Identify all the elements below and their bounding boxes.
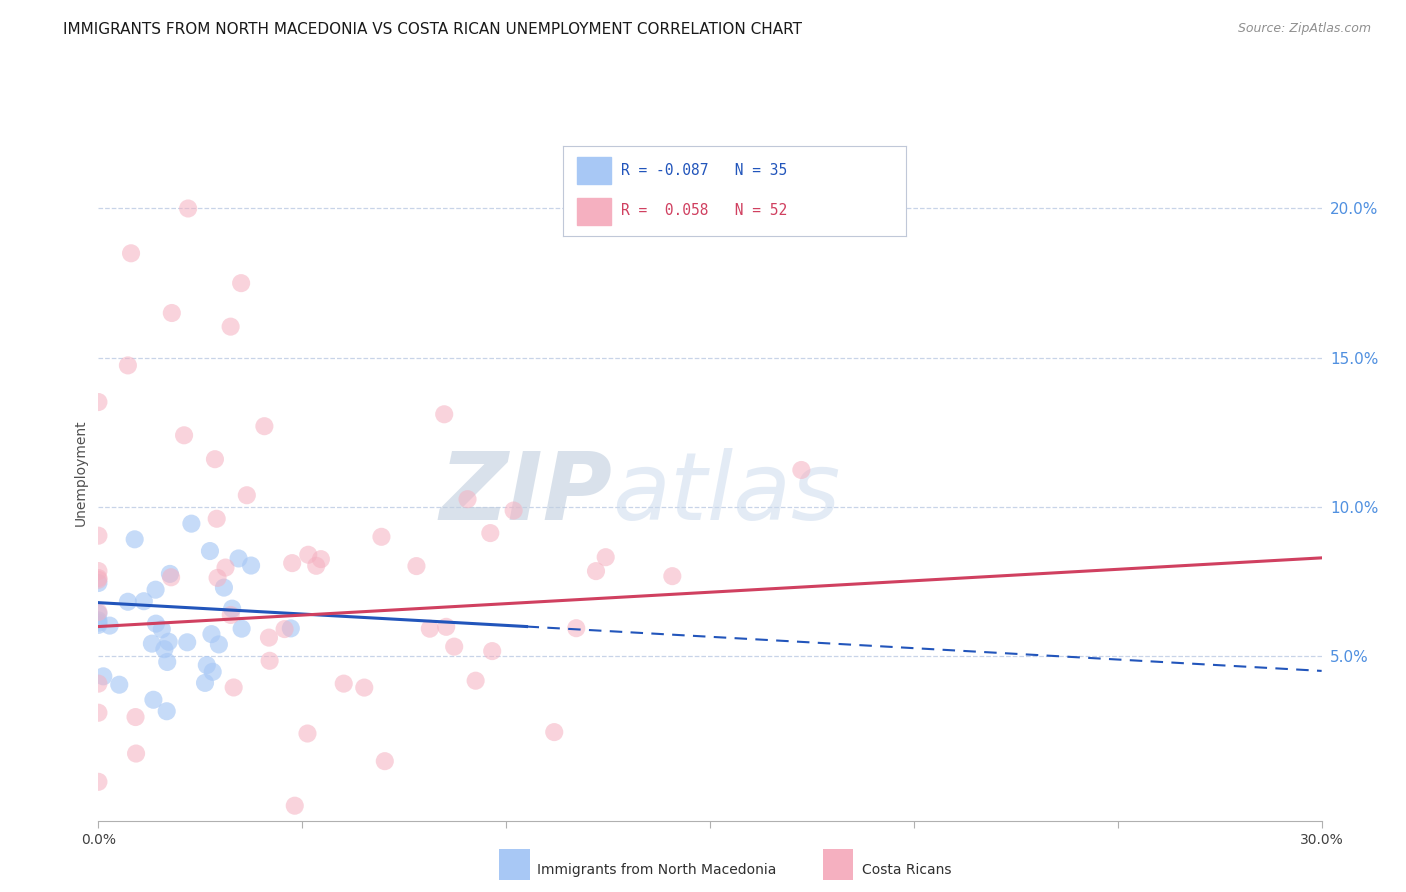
Point: [87, 614, 110, 628]
Point: [200, 627, 222, 641]
Point: [87, 607, 110, 621]
Point: [201, 665, 224, 679]
Text: atlas: atlas: [612, 448, 841, 539]
Point: [153, 642, 176, 657]
Point: [160, 570, 183, 584]
Point: [280, 621, 302, 635]
Point: [353, 681, 375, 695]
Point: [150, 622, 173, 636]
Point: [198, 544, 221, 558]
Point: [585, 564, 607, 578]
Point: [132, 594, 155, 608]
Point: [156, 655, 179, 669]
Point: [177, 202, 200, 216]
Point: [595, 550, 617, 565]
Point: [253, 419, 276, 434]
Point: [661, 569, 683, 583]
Y-axis label: Unemployment: Unemployment: [73, 419, 87, 526]
Point: [117, 359, 139, 373]
Point: [176, 635, 198, 649]
Point: [212, 581, 235, 595]
Point: [117, 595, 139, 609]
Point: [502, 503, 524, 517]
Point: [120, 246, 142, 260]
Point: [214, 560, 236, 574]
Point: [273, 622, 295, 636]
Point: [405, 559, 427, 574]
Point: [157, 634, 180, 648]
Point: [160, 306, 183, 320]
Point: [257, 631, 280, 645]
Point: [305, 558, 328, 573]
Point: [87, 564, 110, 578]
Point: [145, 616, 167, 631]
Point: [87, 529, 110, 543]
Point: [125, 747, 148, 761]
Text: ZIP: ZIP: [439, 448, 612, 540]
Point: [87, 605, 110, 619]
Point: [464, 673, 486, 688]
Point: [124, 533, 146, 547]
Point: [332, 676, 354, 690]
Point: [222, 681, 245, 695]
Point: [443, 640, 465, 654]
Point: [205, 512, 228, 526]
Text: Source: ZipAtlas.com: Source: ZipAtlas.com: [1237, 22, 1371, 36]
Point: [87, 395, 110, 409]
Point: [142, 692, 165, 706]
Point: [457, 492, 479, 507]
Point: [221, 601, 243, 615]
Point: [240, 558, 263, 573]
Point: [543, 725, 565, 739]
Point: [207, 571, 229, 585]
Point: [204, 452, 226, 467]
Point: [87, 615, 110, 630]
Point: [91, 669, 114, 683]
Point: [236, 488, 259, 502]
Point: [219, 319, 242, 334]
Point: [231, 622, 253, 636]
Point: [180, 516, 202, 531]
Point: [219, 607, 242, 622]
Point: [87, 576, 110, 591]
Point: [374, 754, 396, 768]
Point: [565, 621, 588, 635]
Point: [297, 726, 319, 740]
Point: [208, 637, 231, 651]
Point: [87, 618, 110, 632]
Point: [87, 706, 110, 720]
Point: [259, 654, 281, 668]
Point: [284, 798, 307, 813]
Point: [228, 551, 250, 566]
Point: [87, 774, 110, 789]
Point: [108, 678, 131, 692]
Point: [479, 526, 502, 541]
Point: [87, 573, 110, 587]
Point: [124, 710, 146, 724]
Point: [141, 637, 163, 651]
Point: [156, 704, 179, 718]
Point: [481, 644, 503, 658]
Point: [281, 556, 304, 570]
Text: IMMIGRANTS FROM NORTH MACEDONIA VS COSTA RICAN UNEMPLOYMENT CORRELATION CHART: IMMIGRANTS FROM NORTH MACEDONIA VS COSTA…: [63, 22, 803, 37]
Point: [790, 463, 813, 477]
Point: [194, 676, 217, 690]
Point: [87, 571, 110, 585]
Point: [159, 566, 181, 581]
Point: [231, 276, 253, 290]
Point: [297, 548, 319, 562]
Point: [433, 407, 456, 421]
Text: Immigrants from North Macedonia: Immigrants from North Macedonia: [537, 863, 776, 877]
Point: [370, 530, 392, 544]
Point: [434, 620, 457, 634]
Text: Costa Ricans: Costa Ricans: [862, 863, 952, 877]
Point: [173, 428, 195, 442]
Point: [98, 618, 121, 632]
Point: [145, 582, 167, 597]
Point: [195, 658, 218, 673]
Point: [87, 676, 110, 690]
Point: [419, 622, 441, 636]
Point: [309, 552, 332, 566]
